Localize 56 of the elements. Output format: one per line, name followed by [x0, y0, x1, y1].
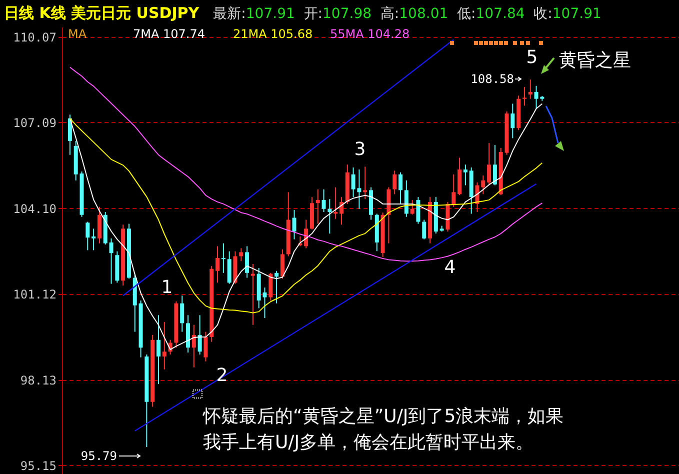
candlestick — [452, 174, 456, 208]
candlestick — [192, 324, 196, 368]
y-tick-label: 101.12 — [13, 287, 56, 302]
candlestick — [410, 199, 414, 216]
candlestick — [322, 188, 326, 213]
candlestick — [392, 170, 397, 195]
text: 最新:107.91 开:107.98 高:108.01 低:107.84 收:107.91 — [213, 6, 602, 22]
candlestick — [481, 175, 486, 195]
candlestick — [204, 331, 208, 362]
y-tick-label: 104.10 — [13, 202, 56, 216]
y-tick-label: 95.15 — [20, 458, 56, 473]
candlestick — [274, 270, 279, 304]
candlestick — [239, 248, 244, 262]
candlestick — [86, 221, 90, 251]
candlestick — [250, 264, 255, 326]
candlestick — [109, 238, 114, 284]
candlestick — [492, 144, 497, 186]
text: 7MA 107.74 — [133, 27, 205, 41]
annotation: 3 — [354, 139, 366, 160]
candlestick — [522, 86, 526, 106]
candlestick — [487, 142, 492, 186]
annotation: 95.79 — [80, 449, 117, 463]
chart-title: 日线 K线 美元日元 USDJPY — [4, 4, 200, 22]
text: 黄昏之星 — [559, 50, 631, 71]
annotation: 怀疑最后的“黄昏之星”U/J到了5浪末端，如果我手上有U/J多单，俺会在此暂时平出来。 — [202, 406, 564, 453]
candlestick — [463, 164, 468, 186]
candlestick — [245, 246, 250, 278]
candlestick — [363, 166, 368, 200]
candlestick — [180, 295, 184, 332]
candlestick — [510, 103, 515, 139]
candlestick — [404, 180, 408, 218]
line-series — [69, 118, 543, 314]
candlestick — [398, 172, 403, 204]
y-tick-label: 110.07 — [13, 30, 56, 44]
annotation: 108.58 — [470, 72, 514, 86]
candlestick — [216, 246, 220, 284]
annotation: 1 — [161, 277, 173, 298]
candlestick — [316, 188, 320, 224]
candlestick — [162, 322, 166, 370]
candlestick — [227, 250, 232, 284]
candlestick — [328, 198, 332, 234]
candlestick — [156, 314, 160, 385]
candlestick — [416, 196, 420, 224]
candlestick — [528, 79, 532, 100]
candlestick — [280, 248, 284, 280]
candlestick — [198, 314, 202, 355]
text: 55MA 104.28 — [330, 27, 410, 41]
candlestick — [97, 206, 102, 244]
annotation: 5 — [526, 47, 538, 68]
candlestick — [92, 228, 96, 251]
annotation: 4 — [444, 257, 456, 278]
candlestick — [268, 272, 273, 301]
y-tick-label: 107.09 — [13, 116, 56, 130]
candlestick — [292, 209, 296, 240]
candlestick — [422, 219, 426, 240]
y-tick-label: 98.13 — [20, 373, 56, 388]
